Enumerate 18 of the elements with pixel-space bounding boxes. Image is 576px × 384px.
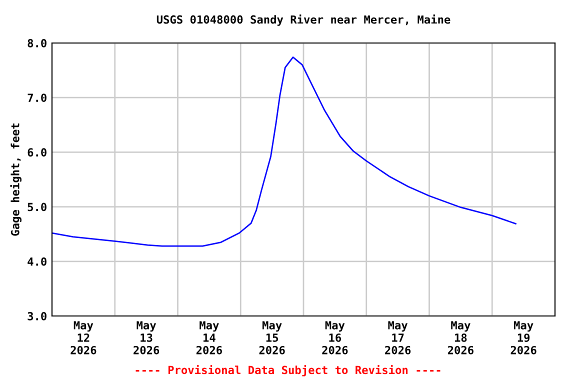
x-tick-label: May 18 2026 (448, 321, 474, 354)
x-tick-label: May 15 2026 (259, 321, 285, 354)
x-tick-label: May 14 2026 (196, 321, 222, 354)
y-tick-label: 5.0 (28, 202, 46, 212)
y-tick-label: 6.0 (28, 148, 46, 157)
y-tick-label: 8.0 (28, 38, 46, 48)
line-series (52, 56, 516, 247)
x-tick-label: May 12 2026 (70, 321, 96, 354)
y-tick-label: 3.0 (28, 312, 46, 320)
text: ---- Provisional Data Subject to Revision ---- (136, 364, 440, 376)
y-tick-label: 4.0 (28, 257, 46, 266)
y-axis-title: Gage height, feet (10, 124, 22, 236)
y-tick-label: 7.0 (28, 94, 46, 102)
chart-title: USGS 01048000 Sandy River near Mercer, Maine (156, 14, 450, 26)
x-tick-label: May 13 2026 (134, 321, 160, 354)
x-tick-label: May 17 2026 (385, 321, 411, 354)
x-tick-label: May 19 2026 (510, 321, 536, 354)
x-tick-label: May 16 2026 (322, 321, 348, 354)
